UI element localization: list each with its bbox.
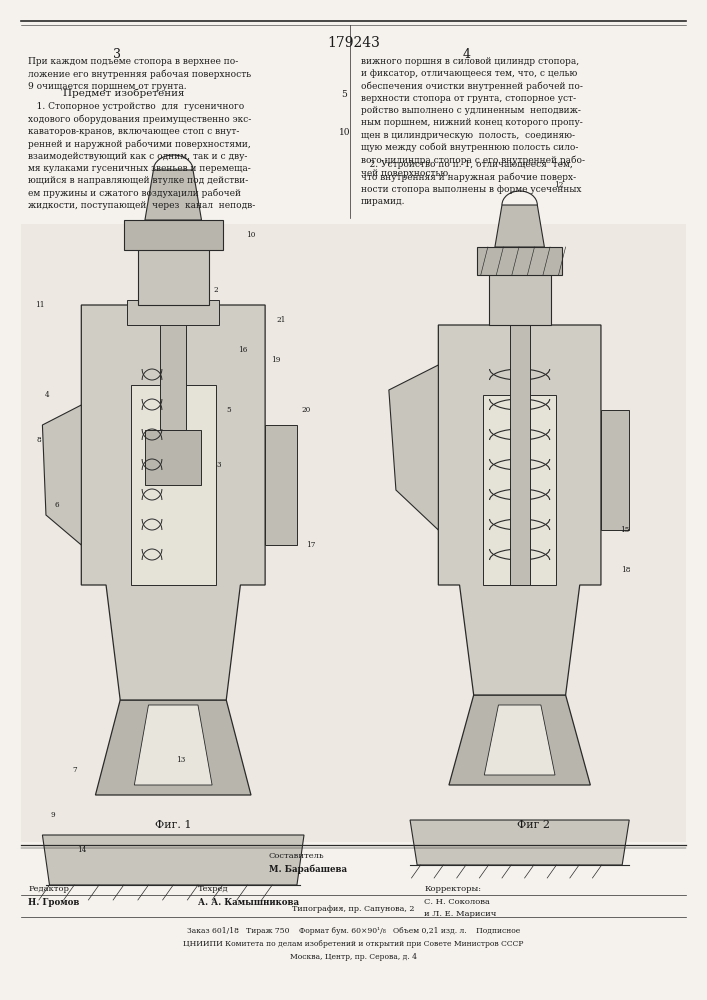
Text: 1: 1 [177, 191, 181, 199]
Bar [489, 270, 551, 325]
Polygon shape [42, 835, 304, 885]
Polygon shape [134, 705, 212, 785]
Text: 4: 4 [462, 48, 471, 61]
Text: Редактор: Редактор [28, 885, 69, 893]
Text: Типография, пр. Сапунова, 2: Типография, пр. Сапунова, 2 [292, 905, 415, 913]
Polygon shape [484, 705, 555, 775]
Bar [124, 220, 223, 250]
Text: 12: 12 [554, 181, 563, 189]
Text: 179243: 179243 [327, 36, 380, 50]
Text: Фиг 2: Фиг 2 [518, 820, 550, 830]
Bar [145, 430, 201, 485]
Text: 21: 21 [276, 316, 286, 324]
Bar [510, 320, 530, 585]
Text: 10: 10 [246, 231, 256, 239]
Text: 5: 5 [226, 406, 230, 414]
Text: 14: 14 [76, 846, 86, 854]
Text: 19: 19 [271, 356, 281, 364]
Bar [483, 395, 556, 585]
Text: 9: 9 [51, 811, 55, 819]
Polygon shape [410, 820, 629, 865]
Text: Фиг. 1: Фиг. 1 [155, 820, 192, 830]
Bar [131, 385, 216, 585]
FancyBboxPatch shape [21, 224, 686, 842]
Bar [138, 245, 209, 305]
Text: Москва, Центр, пр. Серова, д. 4: Москва, Центр, пр. Серова, д. 4 [290, 953, 417, 961]
Polygon shape [81, 305, 265, 700]
Text: вижного поршня в силовой цилиндр стопора,
и фиксатор, отличающееся тем, что, с ц: вижного поршня в силовой цилиндр стопора… [361, 57, 585, 178]
Text: Составитель: Составитель [269, 852, 325, 860]
Text: 7: 7 [72, 766, 76, 774]
Text: 2. Устройство по п. 1, отличающееся  тем,
что внутренняя и наружная рабочие пове: 2. Устройство по п. 1, отличающееся тем,… [361, 160, 581, 206]
Text: 13: 13 [175, 756, 185, 764]
Text: 10: 10 [339, 128, 350, 137]
Text: 4: 4 [45, 391, 49, 399]
Text: Корректоры:: Корректоры: [424, 885, 481, 893]
Text: 15: 15 [619, 526, 629, 534]
Text: ЦНИИПИ Комитета по делам изобретений и открытий при Совете Министров СССР: ЦНИИПИ Комитета по делам изобретений и о… [183, 940, 524, 948]
Text: С. Н. Соколова: С. Н. Соколова [424, 898, 490, 906]
Text: 20: 20 [301, 406, 311, 414]
Bar [477, 247, 562, 275]
Text: Предмет изобретения: Предмет изобретения [63, 88, 185, 98]
Bar [601, 410, 629, 530]
Text: Заказ 601/18   Тираж 750    Формат бум. 60×90¹/₈   Объем 0,21 изд. л.    Подписн: Заказ 601/18 Тираж 750 Формат бум. 60×90… [187, 927, 520, 935]
Text: 8: 8 [37, 436, 41, 444]
Polygon shape [389, 365, 438, 530]
Text: При каждом подъеме стопора в верхнее по-
ложение его внутренняя рабочая поверхно: При каждом подъеме стопора в верхнее по-… [28, 57, 252, 91]
Bar [265, 425, 297, 545]
Text: 3: 3 [112, 48, 121, 61]
Text: 2: 2 [214, 286, 218, 294]
Polygon shape [95, 700, 251, 795]
Text: Техред: Техред [198, 885, 228, 893]
Polygon shape [495, 205, 544, 247]
Text: 6: 6 [54, 501, 59, 509]
Text: 17: 17 [306, 541, 316, 549]
Polygon shape [438, 325, 601, 695]
Polygon shape [145, 170, 201, 220]
Text: Н. Громов: Н. Громов [28, 898, 80, 907]
Text: 5: 5 [341, 90, 347, 99]
Text: А. А. Камышникова: А. А. Камышникова [198, 898, 299, 907]
Text: 18: 18 [621, 566, 631, 574]
Text: 16: 16 [238, 346, 247, 354]
Polygon shape [449, 695, 590, 785]
Text: М. Барабашева: М. Барабашева [269, 864, 347, 874]
Bar [127, 300, 219, 325]
Text: и Л. Е. Марисич: и Л. Е. Марисич [424, 910, 496, 918]
Text: 3: 3 [217, 461, 221, 469]
Bar [160, 305, 186, 430]
Polygon shape [42, 405, 81, 545]
Text: 11: 11 [35, 301, 45, 309]
Text: 1. Стопорное устройство  для  гусеничного
ходового оборудования преимущественно : 1. Стопорное устройство для гусеничного … [28, 102, 255, 210]
